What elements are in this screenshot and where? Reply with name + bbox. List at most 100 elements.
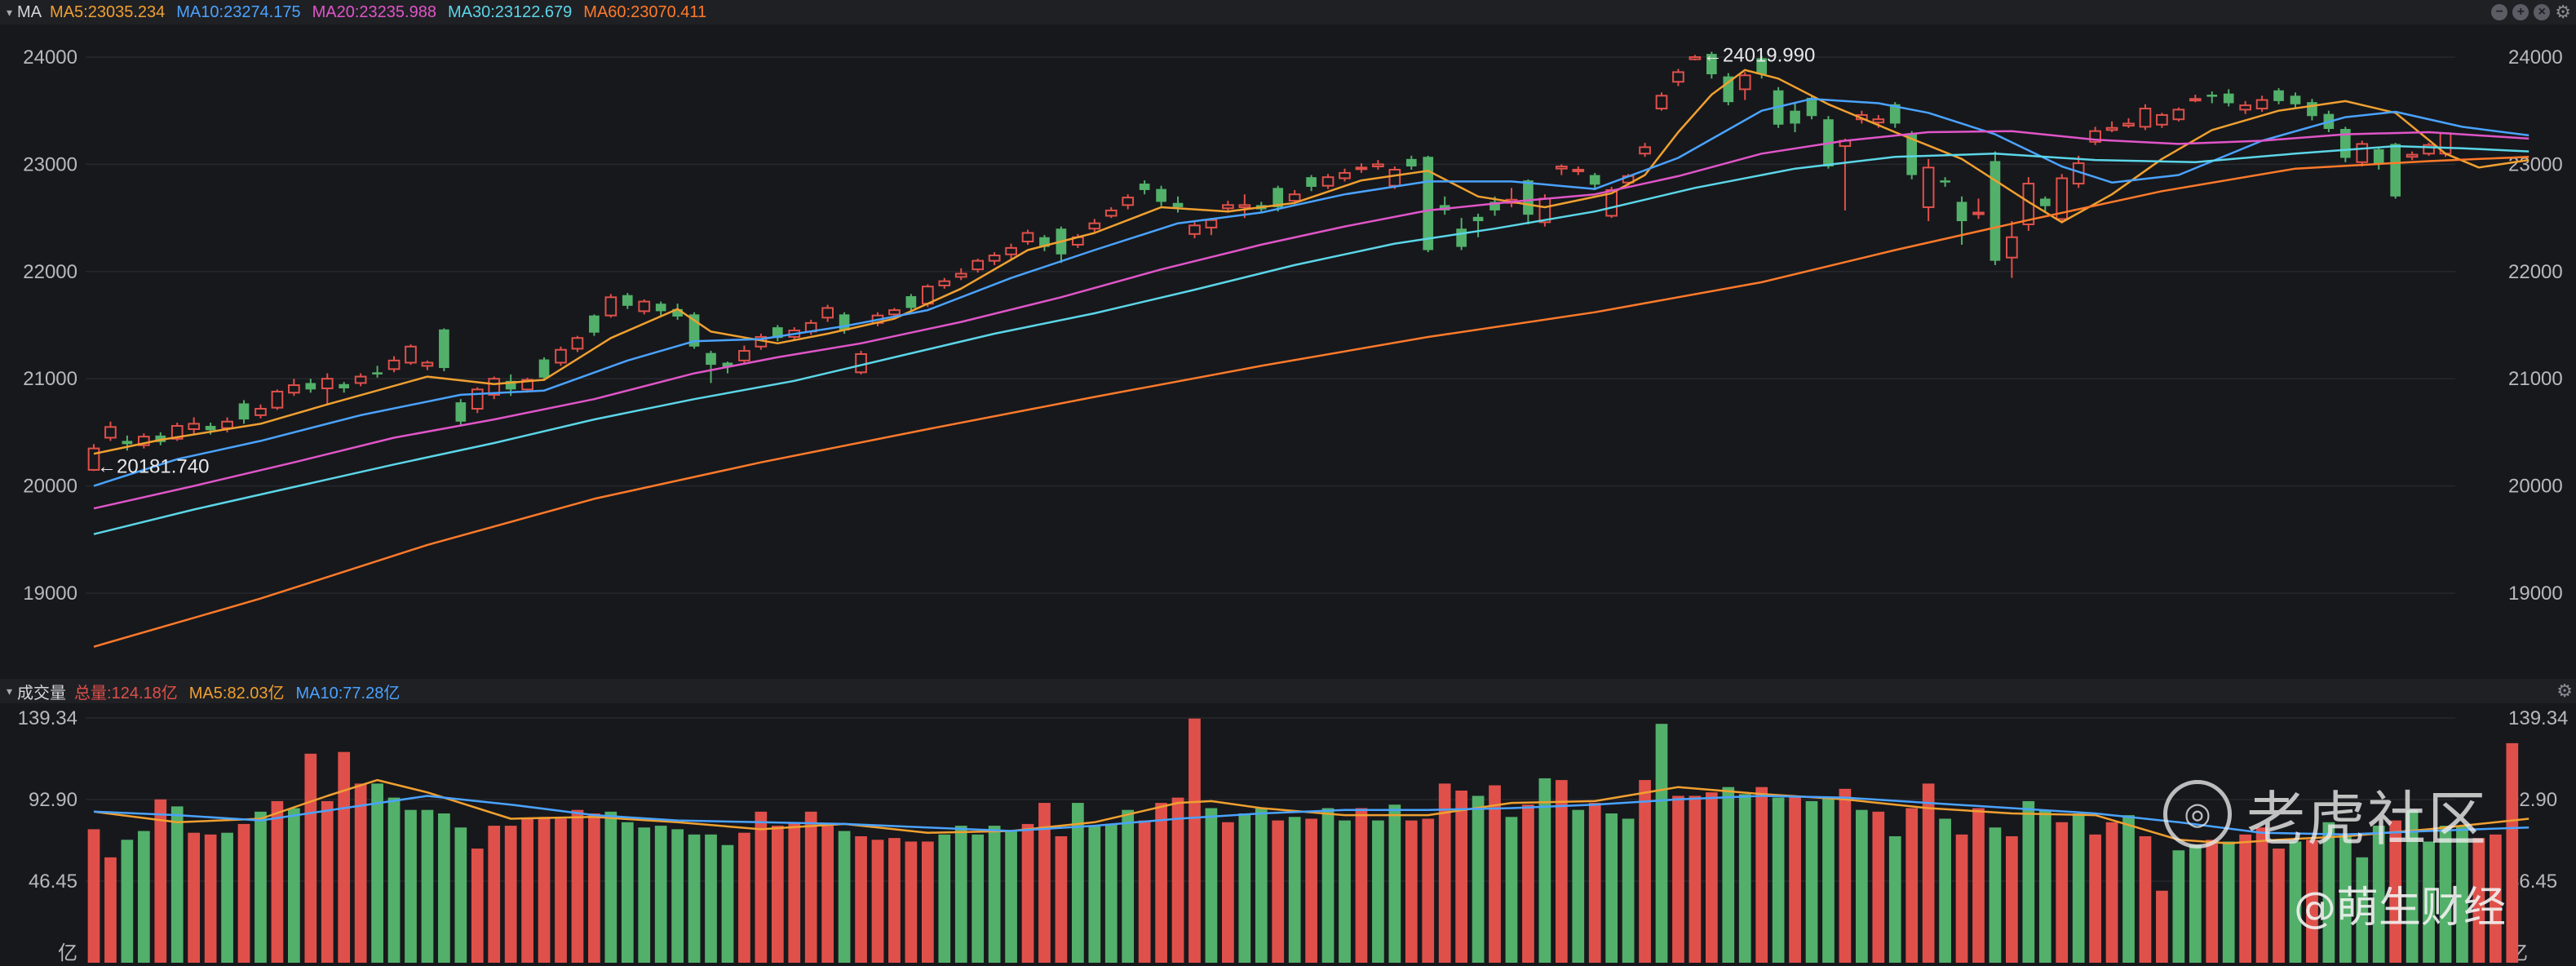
volume-bar[interactable]	[1655, 724, 1668, 963]
volume-bar[interactable]	[1755, 787, 1768, 963]
candle[interactable]	[1672, 69, 1684, 86]
volume-bar[interactable]	[2389, 820, 2402, 963]
settings-gear-icon[interactable]: ⚙	[2555, 2, 2571, 22]
volume-bar[interactable]	[1272, 820, 1285, 963]
volume-bar[interactable]	[1839, 788, 1852, 963]
volume-bar[interactable]	[738, 832, 750, 963]
volume-bar[interactable]	[821, 826, 834, 963]
volume-bar[interactable]	[1305, 818, 1317, 963]
volume-tag[interactable]: ▾ 成交量	[7, 684, 67, 702]
volume-bar[interactable]	[855, 835, 867, 963]
volume-bar[interactable]	[354, 783, 367, 963]
volume-bar[interactable]	[1505, 817, 1518, 963]
volume-bar[interactable]	[2038, 809, 2052, 963]
volume-bar[interactable]	[654, 826, 667, 963]
volume-bar[interactable]	[421, 809, 434, 963]
candle[interactable]	[1723, 73, 1734, 106]
volume-bar[interactable]	[1472, 795, 1485, 963]
candle[interactable]	[488, 376, 501, 400]
volume-bar[interactable]	[104, 857, 117, 963]
volume-bar[interactable]	[1888, 835, 1901, 963]
candle[interactable]	[1156, 185, 1166, 206]
volume-bar[interactable]	[405, 809, 417, 963]
volume-bar[interactable]	[1438, 783, 1451, 963]
volume-bar[interactable]	[688, 834, 701, 963]
volume-bar[interactable]	[538, 817, 551, 963]
candle[interactable]	[1790, 103, 1800, 132]
candle[interactable]	[571, 335, 584, 352]
volume-bar[interactable]	[621, 822, 634, 963]
volume-bar[interactable]	[871, 840, 884, 963]
candle[interactable]	[439, 328, 449, 372]
candle[interactable]	[455, 399, 467, 427]
candle[interactable]	[972, 259, 985, 273]
candle[interactable]	[2223, 89, 2234, 107]
volume-bar[interactable]	[2339, 834, 2352, 963]
volume-bar[interactable]	[671, 829, 684, 963]
volume-bar[interactable]	[304, 753, 317, 963]
volume-bar[interactable]	[988, 826, 1001, 963]
volume-bar[interactable]	[454, 827, 467, 963]
volume-bar[interactable]	[2056, 822, 2069, 963]
candle[interactable]	[1405, 155, 1417, 170]
volume-bar[interactable]	[1955, 834, 1968, 963]
candle[interactable]	[2255, 95, 2268, 113]
volume-bar[interactable]	[788, 822, 801, 963]
volume-bar[interactable]	[1055, 835, 1068, 963]
volume-bar[interactable]	[2089, 834, 2101, 963]
volume-bar[interactable]	[2439, 826, 2452, 963]
volume-bar[interactable]	[188, 832, 201, 963]
volume-bar[interactable]	[2222, 841, 2235, 963]
candle[interactable]	[1355, 163, 1368, 173]
volume-bar[interactable]	[1038, 803, 1051, 963]
candle[interactable]	[2189, 94, 2202, 103]
volume-bar[interactable]	[2206, 840, 2219, 963]
candle[interactable]	[2423, 143, 2435, 156]
volume-bar[interactable]	[471, 849, 484, 963]
volume-bar[interactable]	[1789, 795, 1801, 963]
candle[interactable]	[405, 344, 417, 366]
volume-bar[interactable]	[1822, 797, 1835, 963]
volume-bar[interactable]	[2356, 857, 2369, 963]
volume-bar[interactable]	[2172, 850, 2185, 963]
candle[interactable]	[1205, 218, 1218, 236]
candle[interactable]	[1572, 166, 1585, 175]
candle[interactable]	[321, 373, 334, 406]
volume-bar[interactable]	[2273, 849, 2285, 963]
volume-bar[interactable]	[2022, 800, 2035, 963]
volume-bar[interactable]	[2506, 742, 2519, 963]
candle[interactable]	[1990, 151, 2001, 265]
volume-bar[interactable]	[1422, 818, 1435, 963]
volume-bar[interactable]	[504, 826, 517, 963]
candle[interactable]	[238, 400, 250, 424]
candle[interactable]	[2105, 121, 2118, 132]
volume-bar[interactable]	[638, 827, 651, 963]
volume-bar[interactable]	[2239, 834, 2251, 963]
volume-bar[interactable]	[555, 818, 567, 963]
close-icon[interactable]: ×	[2534, 4, 2551, 20]
candle[interactable]	[1655, 92, 1668, 111]
volume-bar[interactable]	[1255, 808, 1268, 963]
volume-bar[interactable]	[1705, 792, 1718, 963]
volume-bar[interactable]	[1722, 787, 1735, 963]
volume-bar[interactable]	[255, 811, 267, 963]
volume-bar[interactable]	[1939, 818, 1951, 963]
volume-bar[interactable]	[1605, 813, 1618, 963]
volume-bar[interactable]	[1155, 803, 1167, 963]
volume-bar[interactable]	[2189, 844, 2202, 963]
volume-bar[interactable]	[2105, 822, 2118, 963]
candle[interactable]	[538, 357, 550, 381]
volume-bar[interactable]	[755, 811, 768, 963]
volume-bar[interactable]	[1388, 804, 1401, 963]
volume-bar[interactable]	[87, 829, 100, 963]
volume-bar[interactable]	[1355, 808, 1368, 963]
volume-bar[interactable]	[1922, 783, 1935, 963]
candle[interactable]	[1956, 196, 1967, 245]
candle[interactable]	[2290, 92, 2301, 109]
volume-bar[interactable]	[1639, 780, 1651, 963]
volume-bar[interactable]	[321, 800, 334, 963]
volume-bar[interactable]	[1138, 820, 1151, 963]
candle[interactable]	[1139, 180, 1150, 195]
candle[interactable]	[1288, 189, 1301, 205]
